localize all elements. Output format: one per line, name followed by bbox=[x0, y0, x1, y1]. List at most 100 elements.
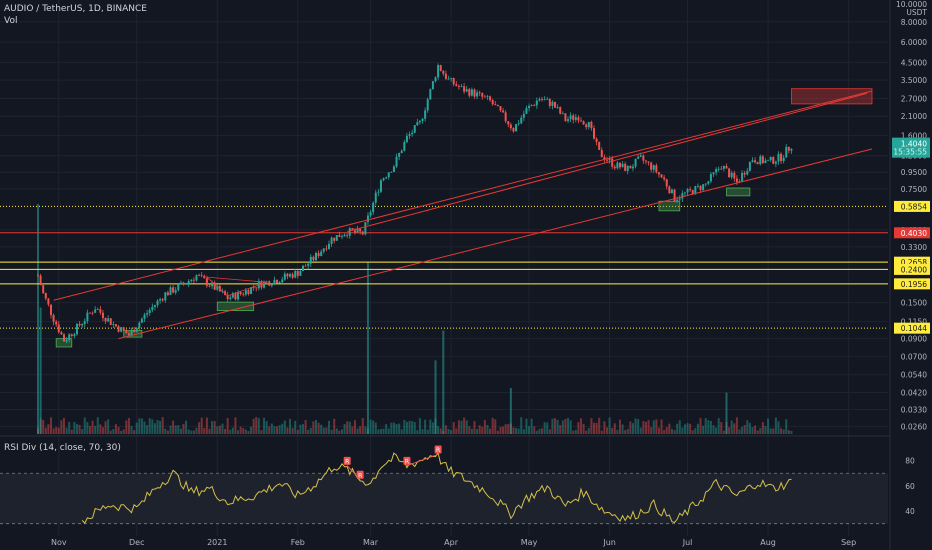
volume-bar bbox=[587, 428, 590, 434]
candle-body bbox=[704, 183, 707, 185]
candle-body bbox=[229, 297, 232, 300]
volume-bar bbox=[655, 419, 658, 434]
volume-bar bbox=[239, 426, 242, 434]
time-axis[interactable]: Nov Dec 2021 Feb Mar Apr May Jun Jul Aug Sep bbox=[51, 538, 856, 547]
symbol-legend[interactable]: AUDIO / TetherUS, 1D, BINANCE bbox=[4, 4, 147, 14]
trend-channel[interactable] bbox=[53, 90, 873, 340]
volume-bar bbox=[169, 425, 172, 434]
price-tick: 2.7000 bbox=[901, 94, 927, 103]
zone-box[interactable] bbox=[726, 187, 751, 197]
volume-bar bbox=[431, 422, 434, 434]
volume-bar bbox=[234, 417, 237, 434]
price-tick: 8.0000 bbox=[901, 18, 927, 27]
candle-body bbox=[250, 287, 253, 294]
volume-bar bbox=[224, 429, 227, 434]
volume-spike bbox=[39, 307, 42, 434]
zone-boxes[interactable] bbox=[55, 88, 873, 348]
candle-body bbox=[686, 189, 689, 193]
current-price-tag[interactable] bbox=[892, 137, 930, 158]
candle-body bbox=[179, 282, 182, 285]
candle-body bbox=[413, 125, 416, 133]
candle-body bbox=[725, 166, 728, 169]
trend-line-upper[interactable] bbox=[53, 90, 873, 301]
volume-bar bbox=[535, 430, 538, 434]
rsi-legend[interactable]: RSI Div (14, close, 70, 30) bbox=[4, 443, 121, 453]
volume-bar bbox=[735, 417, 738, 434]
volume-bar bbox=[761, 422, 764, 434]
volume-legend[interactable]: Vol bbox=[4, 16, 18, 26]
candle-body bbox=[140, 318, 143, 323]
level-price-tag[interactable] bbox=[894, 256, 930, 268]
level-price-tag[interactable] bbox=[894, 322, 930, 334]
candle-body bbox=[455, 84, 458, 86]
volume-bar bbox=[787, 430, 790, 434]
price-tick: 0.7500 bbox=[901, 185, 927, 194]
volume-bar bbox=[528, 426, 531, 434]
volume-bar bbox=[273, 426, 276, 434]
time-tick: Aug bbox=[760, 538, 776, 547]
price-tick: 0.0420 bbox=[901, 388, 927, 397]
volume-bar bbox=[179, 428, 182, 434]
candle-body bbox=[57, 324, 60, 333]
candle-body bbox=[582, 121, 585, 125]
volume-bar bbox=[65, 427, 68, 434]
candle-body bbox=[546, 98, 549, 100]
trend-line-ray[interactable] bbox=[347, 92, 867, 233]
volume-bar bbox=[268, 426, 271, 434]
volume-bar bbox=[88, 425, 91, 434]
volume-bar bbox=[455, 428, 458, 434]
level-price-tag[interactable] bbox=[894, 227, 930, 239]
volume-bar bbox=[483, 420, 486, 434]
volume-bar bbox=[200, 417, 203, 434]
volume-bar bbox=[216, 426, 219, 434]
volume-bar bbox=[785, 419, 788, 434]
candle-body bbox=[618, 162, 621, 168]
volume-bar bbox=[96, 417, 99, 434]
volume-bar bbox=[465, 420, 468, 434]
volume-bar bbox=[198, 422, 201, 434]
zone-box[interactable] bbox=[123, 330, 143, 338]
candle-body bbox=[387, 172, 390, 178]
zone-box[interactable] bbox=[216, 301, 255, 311]
horizontal-levels[interactable] bbox=[0, 205, 888, 329]
candle-body bbox=[86, 312, 89, 322]
time-tick: 2021 bbox=[207, 538, 227, 547]
time-tick: Dec bbox=[129, 538, 144, 547]
candle-body bbox=[608, 158, 611, 161]
volume-bar bbox=[572, 430, 575, 434]
candle-body bbox=[741, 173, 744, 182]
level-price-tag[interactable] bbox=[894, 263, 930, 275]
candle-body bbox=[772, 157, 775, 164]
candle-body bbox=[541, 99, 544, 100]
volume-bar bbox=[81, 429, 84, 434]
level-price-tag[interactable] bbox=[894, 200, 930, 212]
volume-bar bbox=[502, 426, 505, 434]
price-tick: 6.0000 bbox=[901, 38, 927, 47]
volume-bar bbox=[68, 421, 71, 434]
volume-bar bbox=[395, 423, 398, 434]
candle-body bbox=[590, 121, 593, 129]
level-price-tag[interactable] bbox=[894, 278, 930, 290]
candle-body bbox=[55, 321, 58, 325]
trend-triangle[interactable] bbox=[206, 276, 267, 297]
volume-bar bbox=[86, 422, 89, 434]
trend-line-lower[interactable] bbox=[118, 148, 873, 340]
volume-bar bbox=[52, 428, 55, 434]
candle-body bbox=[418, 120, 421, 123]
price-tick: 0.1150 bbox=[901, 317, 927, 326]
zone-box[interactable] bbox=[791, 88, 873, 105]
volume-bar bbox=[156, 420, 159, 434]
rsi-tick: 80 bbox=[905, 457, 915, 466]
candle-body bbox=[351, 228, 354, 231]
volume-bar bbox=[322, 427, 325, 434]
volume-bar bbox=[629, 421, 632, 434]
volume-bar bbox=[166, 430, 169, 434]
volume-bar bbox=[315, 419, 317, 434]
candle-body bbox=[533, 105, 536, 106]
volume-bar bbox=[567, 417, 570, 434]
volume-bar bbox=[117, 426, 120, 434]
volume-bar bbox=[257, 418, 260, 434]
zone-box[interactable] bbox=[658, 200, 681, 212]
